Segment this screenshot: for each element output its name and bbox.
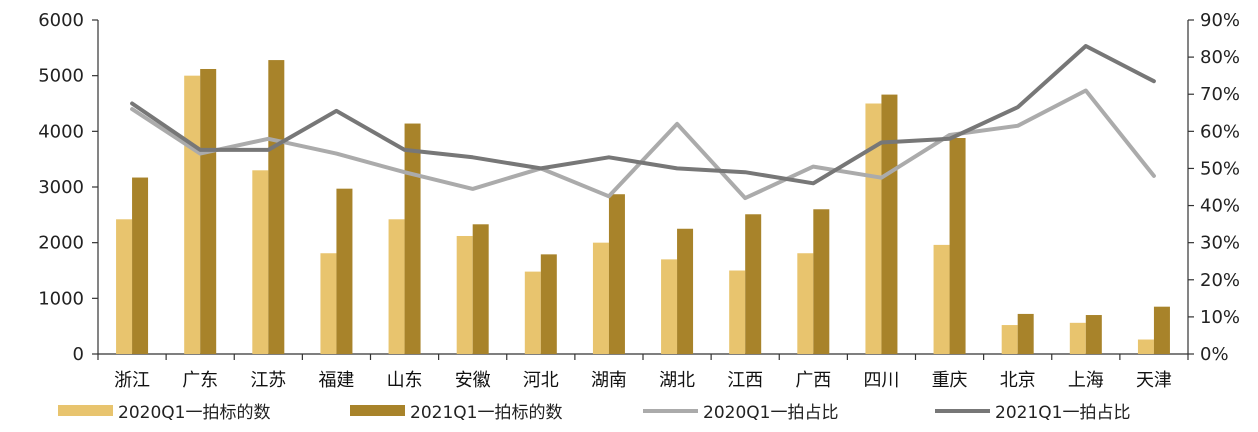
bar — [1085, 315, 1102, 354]
bar — [745, 214, 762, 354]
bar — [729, 270, 746, 354]
axes: 0 1000 2000 3000 4000 5000 6000 0% 10% 20% 30% 40% 5… — [38, 10, 1240, 365]
x-category-label: 安徽 — [455, 370, 491, 391]
y-right-tick-label: 0% — [1200, 344, 1229, 365]
y-left-tick-label: 1000 — [38, 288, 84, 309]
bar — [933, 244, 950, 354]
category-labels: 浙江 广东 江苏 福建 山东 安徽 河北 湖南 湖北 江西 广西 四川 重庆 北京 上海 天津 — [114, 370, 1172, 391]
y-right-tick-label: 10% — [1200, 307, 1240, 328]
legend-label: 2020Q1一拍占比 — [703, 403, 838, 423]
series-line — [130, 44, 1156, 186]
bar — [1001, 325, 1018, 354]
x-category-label: 上海 — [1068, 370, 1104, 391]
x-category-label: 江西 — [727, 370, 763, 391]
y-right-tick-label: 30% — [1200, 233, 1240, 254]
bar — [1137, 339, 1154, 354]
bar — [524, 271, 541, 354]
bar — [456, 235, 473, 354]
x-category-label: 广西 — [795, 370, 831, 391]
x-category-label: 山东 — [387, 370, 423, 391]
x-category-label: 四川 — [863, 370, 899, 391]
x-category-label: 河北 — [523, 370, 559, 391]
bar — [472, 224, 489, 354]
y-right-tick-label: 70% — [1200, 84, 1240, 105]
x-category-label: 湖南 — [591, 370, 627, 391]
x-category-label: 浙江 — [114, 370, 150, 391]
y-right-tick-label: 20% — [1200, 270, 1240, 291]
y-left-tick-label: 3000 — [38, 177, 84, 198]
y-right-tick-label: 80% — [1200, 47, 1240, 68]
x-category-label: 广东 — [182, 370, 218, 391]
y-right-tick-label: 40% — [1200, 196, 1240, 217]
y-left-tick-label: 6000 — [38, 10, 84, 31]
legend-label: 2020Q1一拍标的数 — [118, 403, 270, 423]
lines — [130, 44, 1156, 201]
bar — [592, 242, 609, 354]
bar — [320, 253, 337, 354]
y-left-tick-label: 5000 — [38, 66, 84, 87]
legend-swatch — [350, 405, 405, 416]
bar — [881, 94, 898, 355]
y-left-tick-label: 4000 — [38, 121, 84, 142]
legend-label: 2021Q1一拍占比 — [995, 403, 1130, 423]
bar — [813, 209, 830, 354]
bar — [1017, 313, 1034, 354]
y-left-tick-label: 2000 — [38, 233, 84, 254]
bar — [677, 228, 694, 354]
legend: 2020Q1一拍标的数 2021Q1一拍标的数 2020Q1一拍占比 2021Q1一拍… — [58, 403, 1130, 423]
bar — [404, 123, 421, 354]
y-left-tick-label: 0 — [73, 344, 84, 365]
x-category-label: 江苏 — [250, 370, 286, 391]
x-category-label: 福建 — [318, 370, 354, 391]
bar — [797, 253, 814, 354]
legend-label: 2021Q1一拍标的数 — [410, 403, 562, 423]
bar — [388, 219, 405, 354]
y-right-tick-label: 60% — [1200, 121, 1240, 142]
bar — [661, 259, 678, 354]
series-line — [130, 88, 1156, 201]
bar — [1153, 306, 1170, 354]
bar — [252, 170, 269, 354]
bar — [116, 219, 133, 354]
x-category-label: 重庆 — [932, 370, 968, 391]
y-right-tick-label: 50% — [1200, 158, 1240, 179]
bar — [949, 138, 966, 354]
bar — [200, 68, 217, 354]
bar — [1069, 322, 1086, 354]
bars — [116, 60, 1170, 355]
x-category-label: 北京 — [1000, 370, 1036, 391]
legend-swatch — [58, 405, 113, 416]
bar — [184, 75, 201, 355]
bar — [540, 254, 557, 354]
y-right-tick-label: 90% — [1200, 10, 1240, 31]
bar — [132, 177, 149, 354]
bar — [865, 103, 882, 354]
x-category-label: 湖北 — [659, 370, 695, 391]
x-category-label: 天津 — [1136, 370, 1172, 391]
bar — [268, 60, 285, 355]
bar — [608, 194, 625, 354]
bar — [336, 188, 353, 354]
